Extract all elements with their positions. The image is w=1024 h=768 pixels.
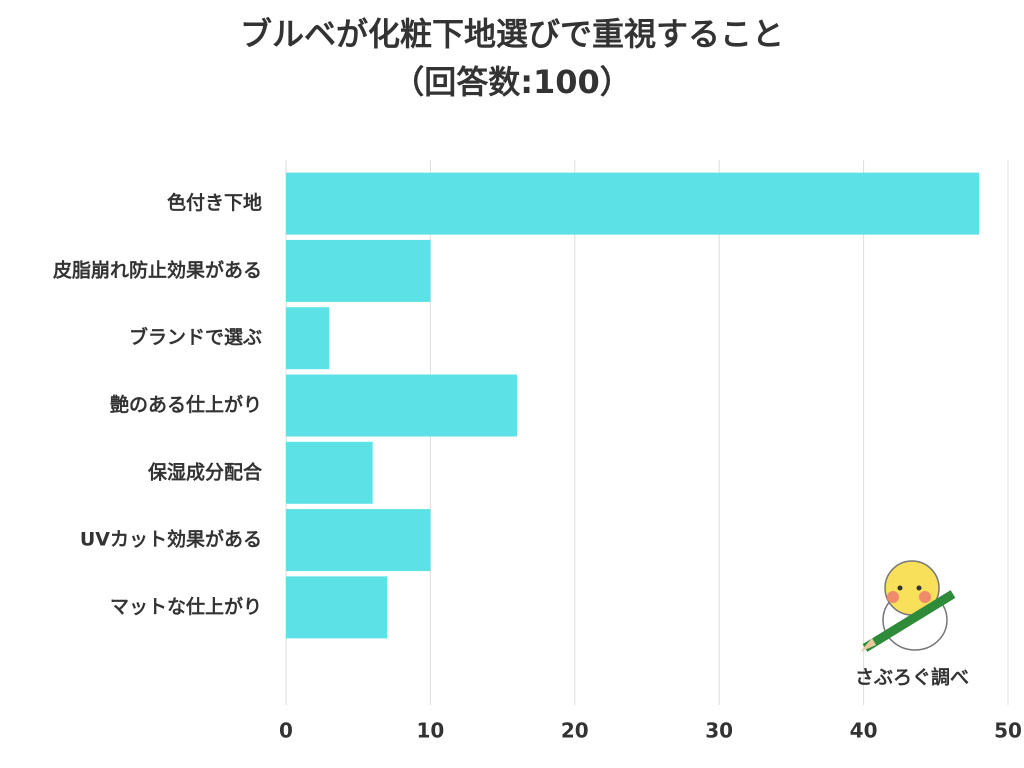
bar bbox=[286, 441, 373, 504]
bar bbox=[286, 172, 980, 235]
chart-subtitle: （回答数:100） bbox=[392, 63, 632, 101]
y-tick-label: 色付き下地 bbox=[167, 191, 262, 214]
y-tick-label: 皮脂崩れ防止効果がある bbox=[53, 258, 262, 281]
x-tick-label: 10 bbox=[416, 719, 444, 743]
x-tick-label: 50 bbox=[994, 719, 1022, 743]
x-tick-label: 40 bbox=[850, 719, 878, 743]
y-tick-label: UVカット効果がある bbox=[80, 528, 262, 551]
y-tick-label: マットな仕上がり bbox=[110, 595, 262, 618]
bar bbox=[286, 374, 518, 437]
x-tick-label: 0 bbox=[279, 719, 293, 743]
y-tick-label: 艶のある仕上がり bbox=[110, 393, 262, 416]
bar bbox=[286, 307, 330, 370]
bar bbox=[286, 576, 388, 639]
y-tick-label: ブランドで選ぶ bbox=[129, 326, 262, 349]
bar bbox=[286, 509, 431, 572]
chart-title: ブルベが化粧下地選びで重視すること bbox=[240, 15, 784, 53]
bar bbox=[286, 239, 431, 302]
mascot bbox=[860, 560, 956, 652]
y-tick-label: 保湿成分配合 bbox=[147, 460, 263, 483]
x-tick-label: 30 bbox=[705, 719, 733, 743]
annotation: さぶろぐ調べ bbox=[855, 666, 969, 689]
x-tick-label: 20 bbox=[561, 719, 589, 743]
